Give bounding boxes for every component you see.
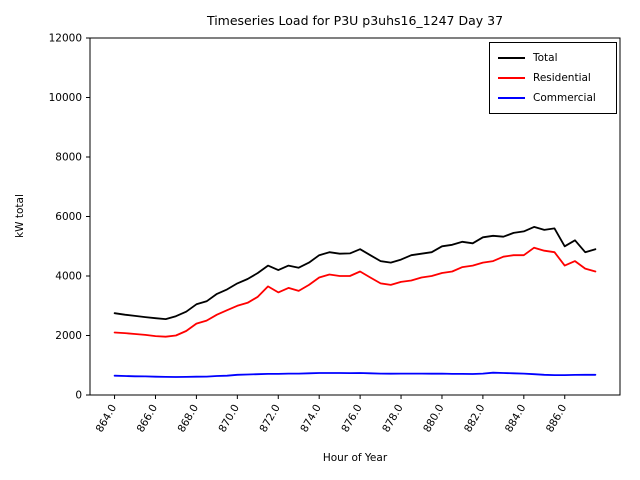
svg-text:874.0: 874.0: [298, 403, 323, 435]
svg-text:868.0: 868.0: [176, 403, 201, 435]
svg-text:12000: 12000: [49, 32, 82, 44]
svg-text:886.0: 886.0: [544, 403, 569, 435]
chart-title: Timeseries Load for P3U p3uhs16_1247 Day…: [206, 13, 504, 28]
total-line-sample: [498, 57, 525, 59]
svg-text:884.0: 884.0: [503, 403, 528, 435]
residential-line-sample: [498, 77, 525, 79]
svg-text:8000: 8000: [55, 151, 82, 163]
legend-item-residential: Residential: [498, 68, 608, 88]
commercial-line-sample: [498, 97, 525, 99]
svg-text:0: 0: [75, 389, 82, 401]
x-axis-label: Hour of Year: [322, 452, 388, 464]
svg-text:2000: 2000: [55, 330, 82, 342]
svg-text:4000: 4000: [55, 270, 82, 282]
legend-item-commercial: Commercial: [498, 88, 608, 108]
svg-text:866.0: 866.0: [135, 403, 160, 435]
legend-label-residential: Residential: [533, 72, 591, 84]
legend-label-commercial: Commercial: [533, 92, 596, 104]
svg-text:10000: 10000: [49, 92, 82, 104]
svg-text:870.0: 870.0: [217, 403, 242, 435]
svg-text:6000: 6000: [55, 211, 82, 223]
svg-text:872.0: 872.0: [257, 403, 282, 435]
svg-text:876.0: 876.0: [339, 403, 364, 435]
svg-text:864.0: 864.0: [94, 403, 119, 435]
svg-text:882.0: 882.0: [462, 403, 487, 435]
svg-text:878.0: 878.0: [380, 403, 405, 435]
legend-label-total: Total: [533, 52, 558, 64]
svg-text:880.0: 880.0: [421, 403, 446, 435]
legend-item-total: Total: [498, 48, 608, 68]
legend: Total Residential Commercial: [489, 42, 617, 114]
